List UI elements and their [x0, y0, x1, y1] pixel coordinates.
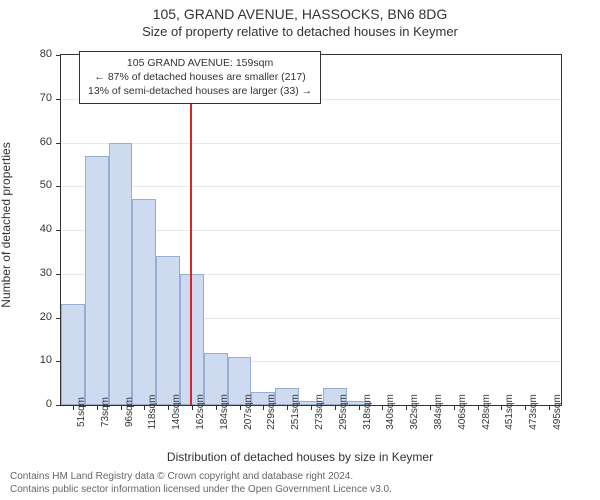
info-line-1: 105 GRAND AVENUE: 159sqm	[88, 56, 312, 70]
histogram-bar	[132, 199, 156, 405]
y-gridline	[61, 186, 561, 187]
x-tick-mark	[501, 405, 502, 410]
y-tick-mark	[56, 405, 61, 406]
x-tick-mark	[382, 405, 383, 410]
chart-container: 105, GRAND AVENUE, HASSOCKS, BN6 8DG Siz…	[0, 0, 600, 500]
x-tick-label: 118sqm	[147, 395, 158, 430]
x-tick-label: 96sqm	[124, 397, 135, 427]
x-tick-mark	[287, 405, 288, 410]
x-tick-label: 384sqm	[433, 394, 444, 430]
x-tick-mark	[454, 405, 455, 410]
x-tick-label: 229sqm	[266, 394, 277, 430]
y-tick-mark	[56, 99, 61, 100]
histogram-bar	[109, 143, 133, 406]
info-line-3: 13% of semi-detached houses are larger (…	[88, 84, 312, 98]
reference-line	[190, 55, 192, 405]
x-tick-mark	[335, 405, 336, 410]
x-tick-label: 318sqm	[362, 394, 373, 430]
x-tick-mark	[359, 405, 360, 410]
x-tick-label: 428sqm	[481, 394, 492, 430]
x-tick-label: 162sqm	[195, 394, 206, 430]
y-tick-label: 50	[0, 179, 52, 191]
chart-title-main: 105, GRAND AVENUE, HASSOCKS, BN6 8DG	[0, 0, 600, 22]
x-tick-mark	[192, 405, 193, 410]
x-tick-label: 73sqm	[100, 397, 111, 427]
x-tick-label: 451sqm	[504, 394, 515, 430]
y-tick-mark	[56, 55, 61, 56]
x-tick-label: 495sqm	[552, 394, 563, 430]
x-tick-mark	[525, 405, 526, 410]
x-tick-label: 406sqm	[457, 394, 468, 430]
y-tick-label: 80	[0, 48, 52, 60]
x-tick-mark	[121, 405, 122, 410]
x-tick-label: 51sqm	[76, 397, 87, 427]
histogram-bar	[85, 156, 109, 405]
y-tick-mark	[56, 143, 61, 144]
y-tick-label: 10	[0, 354, 52, 366]
footer-line-2: Contains public sector information licen…	[10, 483, 590, 496]
plot-area: 105 GRAND AVENUE: 159sqm ← 87% of detach…	[60, 54, 562, 406]
footer-line-1: Contains HM Land Registry data © Crown c…	[10, 470, 590, 483]
x-tick-label: 273sqm	[314, 394, 325, 430]
x-tick-label: 295sqm	[338, 394, 349, 430]
info-line-2: ← 87% of detached houses are smaller (21…	[88, 70, 312, 84]
y-tick-mark	[56, 274, 61, 275]
y-tick-label: 70	[0, 92, 52, 104]
x-tick-mark	[144, 405, 145, 410]
x-tick-mark	[311, 405, 312, 410]
y-tick-label: 0	[0, 398, 52, 410]
x-tick-mark	[216, 405, 217, 410]
histogram-bar	[180, 274, 204, 405]
x-tick-mark	[263, 405, 264, 410]
x-tick-label: 140sqm	[171, 394, 182, 430]
chart-title-sub: Size of property relative to detached ho…	[0, 22, 600, 43]
y-tick-label: 60	[0, 136, 52, 148]
x-tick-mark	[168, 405, 169, 410]
info-box: 105 GRAND AVENUE: 159sqm ← 87% of detach…	[79, 51, 321, 104]
x-tick-mark	[549, 405, 550, 410]
x-tick-mark	[73, 405, 74, 410]
y-tick-label: 30	[0, 267, 52, 279]
x-tick-mark	[406, 405, 407, 410]
x-tick-label: 251sqm	[290, 394, 301, 430]
y-tick-label: 20	[0, 311, 52, 323]
x-tick-mark	[240, 405, 241, 410]
x-tick-mark	[97, 405, 98, 410]
x-tick-label: 362sqm	[409, 394, 420, 430]
x-tick-label: 473sqm	[528, 394, 539, 430]
x-tick-label: 184sqm	[219, 394, 230, 430]
x-tick-mark	[478, 405, 479, 410]
y-gridline	[61, 143, 561, 144]
y-tick-label: 40	[0, 223, 52, 235]
y-tick-mark	[56, 186, 61, 187]
x-tick-label: 207sqm	[243, 394, 254, 430]
x-axis-label: Distribution of detached houses by size …	[0, 450, 600, 464]
chart-footer: Contains HM Land Registry data © Crown c…	[10, 470, 590, 496]
histogram-bar	[156, 256, 180, 405]
histogram-bar	[61, 304, 85, 405]
x-tick-label: 340sqm	[385, 394, 396, 430]
y-tick-mark	[56, 230, 61, 231]
x-tick-mark	[430, 405, 431, 410]
